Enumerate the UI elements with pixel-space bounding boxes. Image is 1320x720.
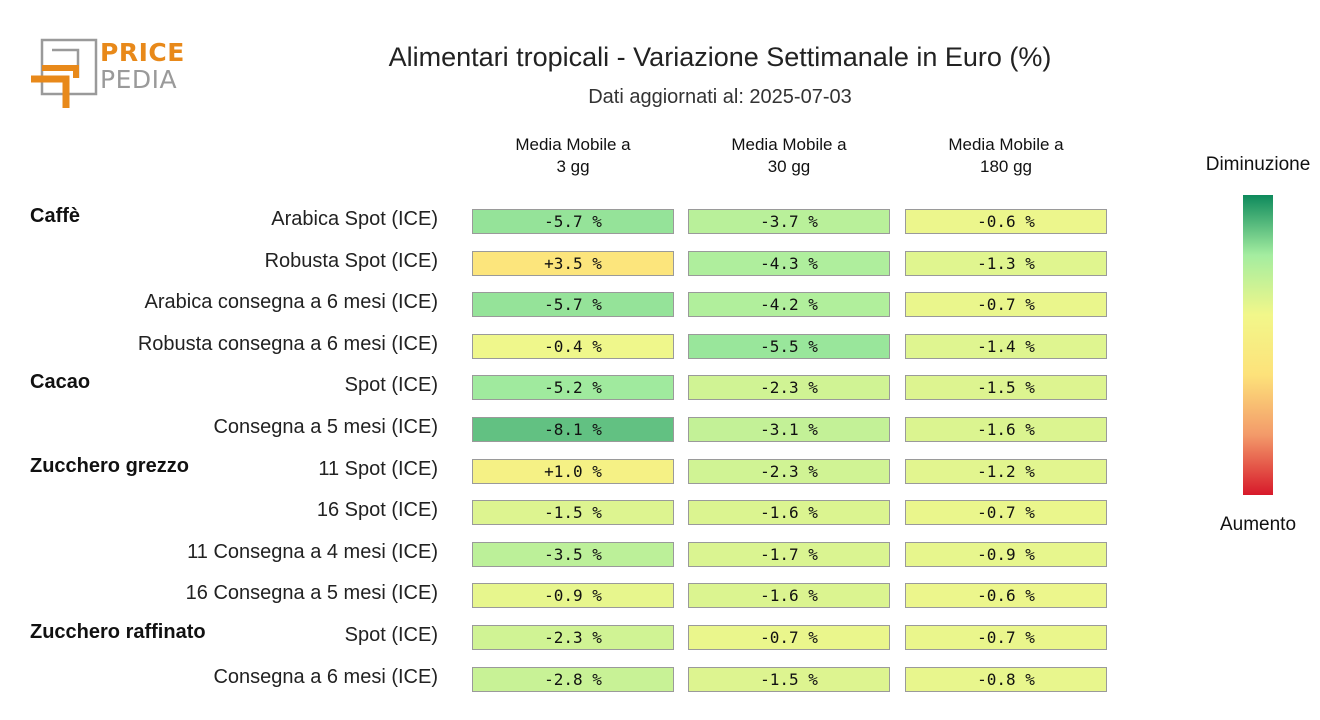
heatmap-cell: -1.3 % xyxy=(905,250,1107,276)
color-scale-bottom-label: Aumento xyxy=(1219,514,1297,535)
heatmap-cell: +3.5 % xyxy=(472,250,674,276)
heatmap-cell: -1.6 % xyxy=(688,500,890,526)
heatmap-cell: -5.2 % xyxy=(472,375,674,401)
heatmap-cell: -0.8 % xyxy=(905,666,1107,692)
heatmap-cell: -5.7 % xyxy=(472,292,674,318)
row-label: 16 Spot (ICE) xyxy=(316,499,438,522)
heatmap-cell: -0.4 % xyxy=(472,333,674,359)
heatmap-cell: -4.3 % xyxy=(688,250,890,276)
heatmap-cell: -2.3 % xyxy=(472,625,674,650)
row-label: 11 Consegna a 4 mesi (ICE) xyxy=(187,540,438,563)
heatmap-cell: -1.4 % xyxy=(905,333,1107,359)
heatmap-cell: -5.7 % xyxy=(472,209,674,234)
heatmap-cell: -1.5 % xyxy=(905,375,1107,401)
row-label: Robusta Spot (ICE) xyxy=(264,249,438,272)
heatmap-cell: -0.7 % xyxy=(905,500,1107,526)
color-scale-top-label: Diminuzione xyxy=(1205,154,1311,175)
heatmap-cell: -0.9 % xyxy=(472,583,674,609)
group-label: Zucchero raffinato xyxy=(30,621,206,643)
row-label: 11 Spot (ICE) xyxy=(318,457,438,480)
row-label: Robusta consegna a 6 mesi (ICE) xyxy=(137,332,438,355)
heatmap-cell: -0.6 % xyxy=(905,583,1107,609)
heatmap-cell: -1.6 % xyxy=(905,417,1107,442)
logo-text-pedia: PEDIA xyxy=(100,65,178,94)
heatmap-cell: -5.5 % xyxy=(688,333,890,359)
heatmap-cell: -1.7 % xyxy=(688,541,890,567)
heatmap-cell: -4.2 % xyxy=(688,292,890,318)
row-label: Arabica consegna a 6 mesi (ICE) xyxy=(144,291,438,314)
heatmap-cell: -3.1 % xyxy=(688,417,890,442)
group-label: Cacao xyxy=(30,371,91,394)
row-label: Consegna a 5 mesi (ICE) xyxy=(213,416,438,438)
heatmap-cell: -1.6 % xyxy=(688,583,890,609)
heatmap-cell: -0.7 % xyxy=(905,292,1107,318)
color-scale-bar xyxy=(1243,195,1273,495)
heatmap-cell: -0.6 % xyxy=(905,209,1107,234)
heatmap-cell: -0.7 % xyxy=(688,625,890,650)
heatmap-cell: -2.8 % xyxy=(472,666,674,692)
chart-subtitle: Dati aggiornati al: 2025-07-03 xyxy=(588,86,852,108)
heatmap-cell: -8.1 % xyxy=(472,417,674,442)
heatmap-cell: -0.9 % xyxy=(905,541,1107,567)
group-label: Zucchero grezzo xyxy=(30,454,189,477)
heatmap-cell: -1.5 % xyxy=(472,500,674,526)
column-header: Media Mobile a 30 gg xyxy=(731,135,847,176)
heatmap-cell: -1.5 % xyxy=(688,666,890,692)
row-label: Spot (ICE) xyxy=(344,624,438,646)
logo-text-price: PRICE xyxy=(100,38,185,67)
heatmap-cell: +1.0 % xyxy=(472,458,674,484)
pricepedia-logo: PRICE PEDIA xyxy=(30,38,190,110)
row-label: 16 Consegna a 5 mesi (ICE) xyxy=(185,582,438,605)
heatmap-cell: -3.7 % xyxy=(688,209,890,234)
heatmap-cell: -0.7 % xyxy=(905,625,1107,650)
heatmap-cell: -1.2 % xyxy=(905,458,1107,484)
column-header: Media Mobile a 180 gg xyxy=(948,135,1064,176)
group-label: Caffè xyxy=(30,205,81,227)
row-label: Consegna a 6 mesi (ICE) xyxy=(213,665,438,688)
heatmap-cell: -3.5 % xyxy=(472,541,674,567)
heatmap-cell: -2.3 % xyxy=(688,375,890,401)
row-label: Arabica Spot (ICE) xyxy=(271,208,438,230)
row-label: Spot (ICE) xyxy=(344,374,438,397)
column-header: Media Mobile a 3 gg xyxy=(515,135,631,176)
chart-title: Alimentari tropicali - Variazione Settim… xyxy=(388,42,1052,72)
logo-mark-icon xyxy=(31,38,98,108)
heatmap-cell: -2.3 % xyxy=(688,458,890,484)
